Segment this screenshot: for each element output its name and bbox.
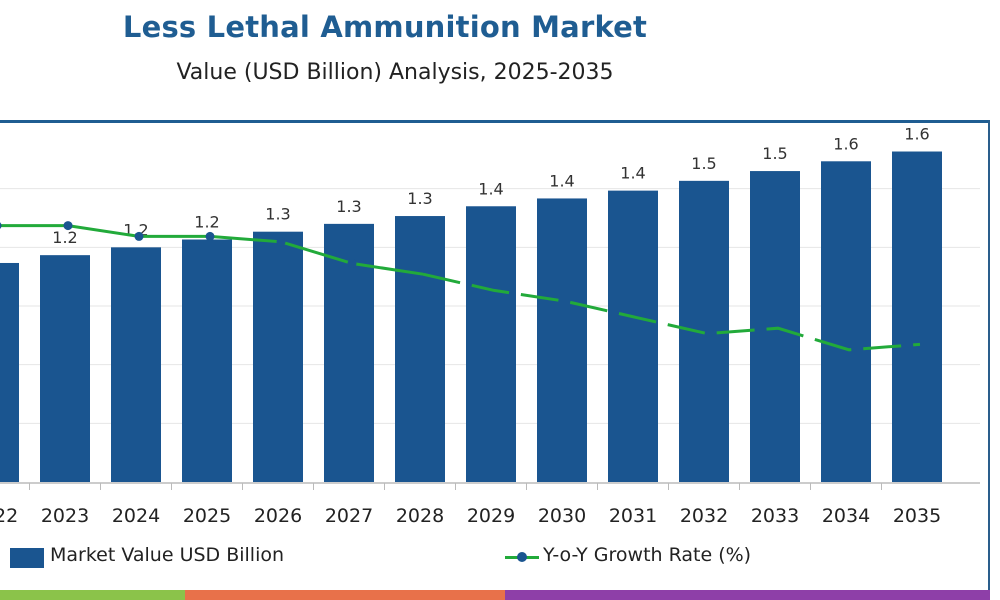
bar xyxy=(537,198,587,482)
growth-marker xyxy=(276,237,286,247)
x-tick-label: 2033 xyxy=(751,505,799,527)
legend-line-label: Y-o-Y Growth Rate (%) xyxy=(543,544,752,566)
bar-value-label: 1.6 xyxy=(904,125,929,144)
bar-value-label: 1.2 xyxy=(52,228,77,247)
frame-right-edge xyxy=(988,120,990,590)
chart-title: Less Lethal Ammunition Market xyxy=(122,10,648,44)
bottom-stripe-purple xyxy=(505,590,990,600)
x-tick-label: 2024 xyxy=(112,505,160,527)
x-tick-label: 2035 xyxy=(893,505,941,527)
bar-value-label: 1.5 xyxy=(691,154,716,173)
bar-value-label: 1.3 xyxy=(407,189,432,208)
x-tick-label: 2027 xyxy=(325,505,373,527)
bar-value-label: 1.2 xyxy=(194,213,219,232)
x-tick-label: 2028 xyxy=(396,505,444,527)
bar-value-label: 1.4 xyxy=(549,171,574,190)
bar-value-label: 1.5 xyxy=(762,144,787,163)
x-tick-label: 2031 xyxy=(609,505,657,527)
bar xyxy=(182,239,232,482)
growth-marker xyxy=(134,231,144,241)
growth-marker xyxy=(0,222,2,229)
bar-value-label: 1.4 xyxy=(478,179,503,198)
growth-line-dashed xyxy=(422,272,921,352)
bar-value-label: 1.3 xyxy=(336,197,361,216)
bar-value-label: 1.4 xyxy=(620,164,645,183)
bar xyxy=(892,151,942,482)
bar xyxy=(40,255,90,482)
x-tick-label: 2029 xyxy=(467,505,515,527)
growth-marker xyxy=(205,231,215,241)
bar xyxy=(821,161,871,483)
legend-bar-swatch xyxy=(10,548,44,568)
bar xyxy=(608,190,658,482)
bar xyxy=(253,231,303,482)
bar-value-label: 1.6 xyxy=(833,134,858,153)
legend-line-marker xyxy=(517,552,527,562)
chart-subtitle: Value (USD Billion) Analysis, 2025-2035 xyxy=(176,60,614,85)
bar xyxy=(111,247,161,482)
growth-marker xyxy=(63,221,73,231)
x-tick-label: 2032 xyxy=(680,505,728,527)
bar xyxy=(750,171,800,483)
bottom-stripe-orange xyxy=(185,590,505,600)
x-tick-label: 2030 xyxy=(538,505,586,527)
bottom-stripe-green xyxy=(0,590,185,600)
x-tick-label: 2025 xyxy=(183,505,231,527)
x-tick-label: 2023 xyxy=(41,505,89,527)
header-divider xyxy=(0,120,990,123)
bar xyxy=(0,262,19,482)
bar xyxy=(395,216,445,483)
x-tick-label: 2022 xyxy=(0,505,18,527)
bar-value-label: 1.3 xyxy=(265,205,290,224)
x-tick-label: 2026 xyxy=(254,505,302,527)
growth-marker xyxy=(347,258,357,268)
bar xyxy=(466,206,516,482)
x-tick-label: 2034 xyxy=(822,505,870,527)
legend-bar-label: Market Value USD Billion xyxy=(50,544,285,566)
